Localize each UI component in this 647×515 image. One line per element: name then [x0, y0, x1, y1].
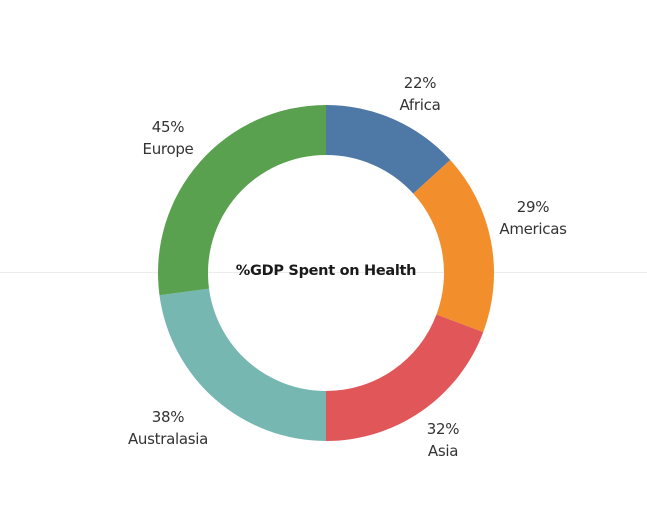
slice-europe[interactable] — [158, 105, 326, 296]
label-asia-name: Asia — [427, 442, 459, 460]
slice-asia[interactable] — [326, 314, 484, 441]
slice-africa[interactable] — [326, 105, 451, 194]
label-americas-pct: 29% — [516, 198, 550, 216]
label-asia-pct: 32% — [426, 420, 460, 438]
label-australasia-pct: 38% — [151, 408, 185, 426]
label-africa-pct: 22% — [403, 74, 437, 92]
label-asia: 32% Asia — [426, 418, 460, 462]
label-europe-pct: 45% — [151, 118, 185, 136]
center-title: %GDP Spent on Health — [235, 263, 417, 279]
label-americas-name: Americas — [499, 220, 567, 238]
label-americas: 29% Americas — [499, 196, 567, 240]
label-australasia-name: Australasia — [127, 430, 209, 448]
label-australasia: 38% Australasia — [128, 406, 208, 450]
label-europe: 45% Europe — [143, 116, 194, 160]
label-europe-name: Europe — [142, 140, 194, 158]
slice-australasia[interactable] — [159, 288, 326, 441]
label-africa-name: Africa — [399, 96, 441, 114]
label-africa: 22% Africa — [400, 72, 441, 116]
center-gridline — [0, 272, 647, 273]
slice-americas[interactable] — [413, 159, 494, 333]
